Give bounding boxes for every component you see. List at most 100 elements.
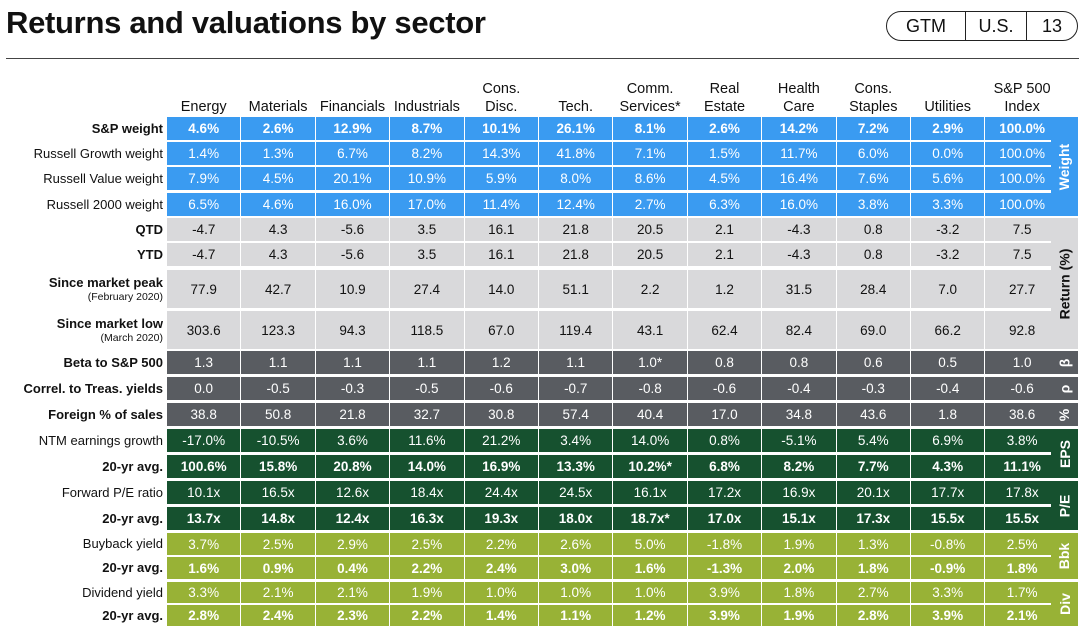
- row-label-text: Russell Value weight: [43, 170, 163, 186]
- row-label: 20-yr avg.: [0, 507, 163, 530]
- table-cell: 2.7%: [836, 582, 910, 603]
- table-cell: -17.0%: [167, 429, 241, 452]
- table-cell: 3.9%: [687, 582, 762, 603]
- table-cell: 1.7%: [985, 582, 1059, 603]
- table-cell: 3.6%: [315, 429, 390, 452]
- table-cell: 2.4%: [241, 605, 315, 626]
- table-cell: 66.2: [911, 311, 985, 349]
- table-cell: 13.7x: [167, 507, 241, 530]
- table-cell: 3.8%: [985, 429, 1059, 452]
- row-label: Russell 2000 weight: [0, 193, 163, 216]
- row-label: Russell Value weight: [0, 167, 163, 190]
- table-cell: 6.0%: [836, 142, 910, 165]
- table-cell: 16.1x: [613, 481, 687, 504]
- table-cell: 6.5%: [167, 193, 241, 216]
- group-label-text: %: [1056, 408, 1073, 421]
- table-cell: 8.7%: [390, 117, 464, 140]
- table-cell: 11.1%: [985, 455, 1059, 478]
- table-cell: 57.4: [539, 403, 613, 426]
- table-cell: 2.2%: [390, 557, 464, 579]
- table-cell: 1.9%: [390, 582, 464, 603]
- table-cell: 77.9: [167, 270, 241, 308]
- table-cell: 1.9%: [762, 533, 836, 555]
- table-cell: 1.1: [315, 351, 390, 374]
- table-cell: 92.8: [985, 311, 1059, 349]
- table-cell: 1.1%: [539, 605, 613, 626]
- table-cell: 3.3%: [911, 582, 985, 603]
- group-label: Bbk: [1051, 533, 1078, 579]
- table-cell: -0.6: [687, 377, 762, 400]
- row-label-text: Russell 2000 weight: [46, 196, 163, 212]
- table-cell: 67.0: [464, 311, 538, 349]
- column-header: Industrials: [393, 99, 460, 115]
- table-cell: 94.3: [315, 311, 390, 349]
- table-cell: 28.4: [836, 270, 910, 308]
- group-label: ρ: [1051, 377, 1078, 400]
- table-cell: 2.5%: [985, 533, 1059, 555]
- table-cell: 0.8: [836, 218, 910, 241]
- table-cell: -5.6: [315, 218, 390, 241]
- column-header: Financials: [319, 99, 386, 115]
- table-cell: -3.2: [911, 218, 985, 241]
- table-cell: 0.4%: [315, 557, 390, 579]
- badge-guide: GTM: [887, 12, 966, 40]
- table-cell: 10.9: [315, 270, 390, 308]
- table-cell: -5.1%: [762, 429, 836, 452]
- table-cell: 1.8%: [762, 582, 836, 603]
- row-label: Since market low (March 2020): [0, 311, 163, 349]
- table-cell: 20.5: [613, 218, 687, 241]
- table-cell: 14.0: [464, 270, 538, 308]
- table-cell: 2.1%: [241, 582, 315, 603]
- table-cell: 2.8%: [167, 605, 241, 626]
- row-label: 20-yr avg.: [0, 605, 163, 626]
- table-cell: 0.8%: [687, 429, 762, 452]
- table-cell: 1.0*: [613, 351, 687, 374]
- row-sublabel-text: (March 2020): [100, 331, 163, 344]
- table-cell: 100.0%: [985, 117, 1059, 140]
- table-cell: 21.2%: [464, 429, 538, 452]
- table-cell: 14.0%: [390, 455, 464, 478]
- table-cell: 7.7%: [836, 455, 910, 478]
- table-cell: -0.4: [762, 377, 836, 400]
- table-cell: 0.0: [167, 377, 241, 400]
- page-badge: GTM U.S. 13: [886, 11, 1078, 41]
- table-cell: -1.8%: [687, 533, 762, 555]
- table-cell: 26.1%: [539, 117, 613, 140]
- table-cell: 1.3%: [241, 142, 315, 165]
- table-cell: 41.8%: [539, 142, 613, 165]
- table-cell: 6.7%: [315, 142, 390, 165]
- table-cell: -0.5: [390, 377, 464, 400]
- table-cell: 2.2%: [464, 533, 538, 555]
- table-cell: 8.0%: [539, 167, 613, 190]
- group-label-text: ρ: [1056, 384, 1073, 393]
- table-cell: 32.7: [390, 403, 464, 426]
- table-cell: 38.6: [985, 403, 1059, 426]
- table-cell: 1.3%: [836, 533, 910, 555]
- table-cell: 303.6: [167, 311, 241, 349]
- table-cell: 0.0%: [911, 142, 985, 165]
- row-label: 20-yr avg.: [0, 557, 163, 579]
- table-cell: 0.6: [836, 351, 910, 374]
- table-cell: 3.7%: [167, 533, 241, 555]
- table-cell: 8.1%: [613, 117, 687, 140]
- column-header: Utilities: [924, 99, 972, 115]
- table-cell: 123.3: [241, 311, 315, 349]
- table-cell: 11.4%: [464, 193, 538, 216]
- table-cell: 8.2%: [390, 142, 464, 165]
- group-label: Div: [1051, 582, 1078, 626]
- table-cell: 50.8: [241, 403, 315, 426]
- table-cell: 82.4: [762, 311, 836, 349]
- table-cell: -4.3: [762, 243, 836, 266]
- table-cell: 1.1: [390, 351, 464, 374]
- table-cell: 3.9%: [911, 605, 985, 626]
- title-divider: [6, 58, 1079, 59]
- table-cell: 1.8%: [985, 557, 1059, 579]
- table-cell: 38.8: [167, 403, 241, 426]
- table-cell: -4.7: [167, 243, 241, 266]
- table-cell: -5.6: [315, 243, 390, 266]
- column-header: Cons. Staples: [849, 81, 898, 115]
- group-label-text: P/E: [1056, 494, 1073, 517]
- table-cell: 2.6%: [539, 533, 613, 555]
- table-cell: 3.3%: [167, 582, 241, 603]
- table-cell: -1.3%: [687, 557, 762, 579]
